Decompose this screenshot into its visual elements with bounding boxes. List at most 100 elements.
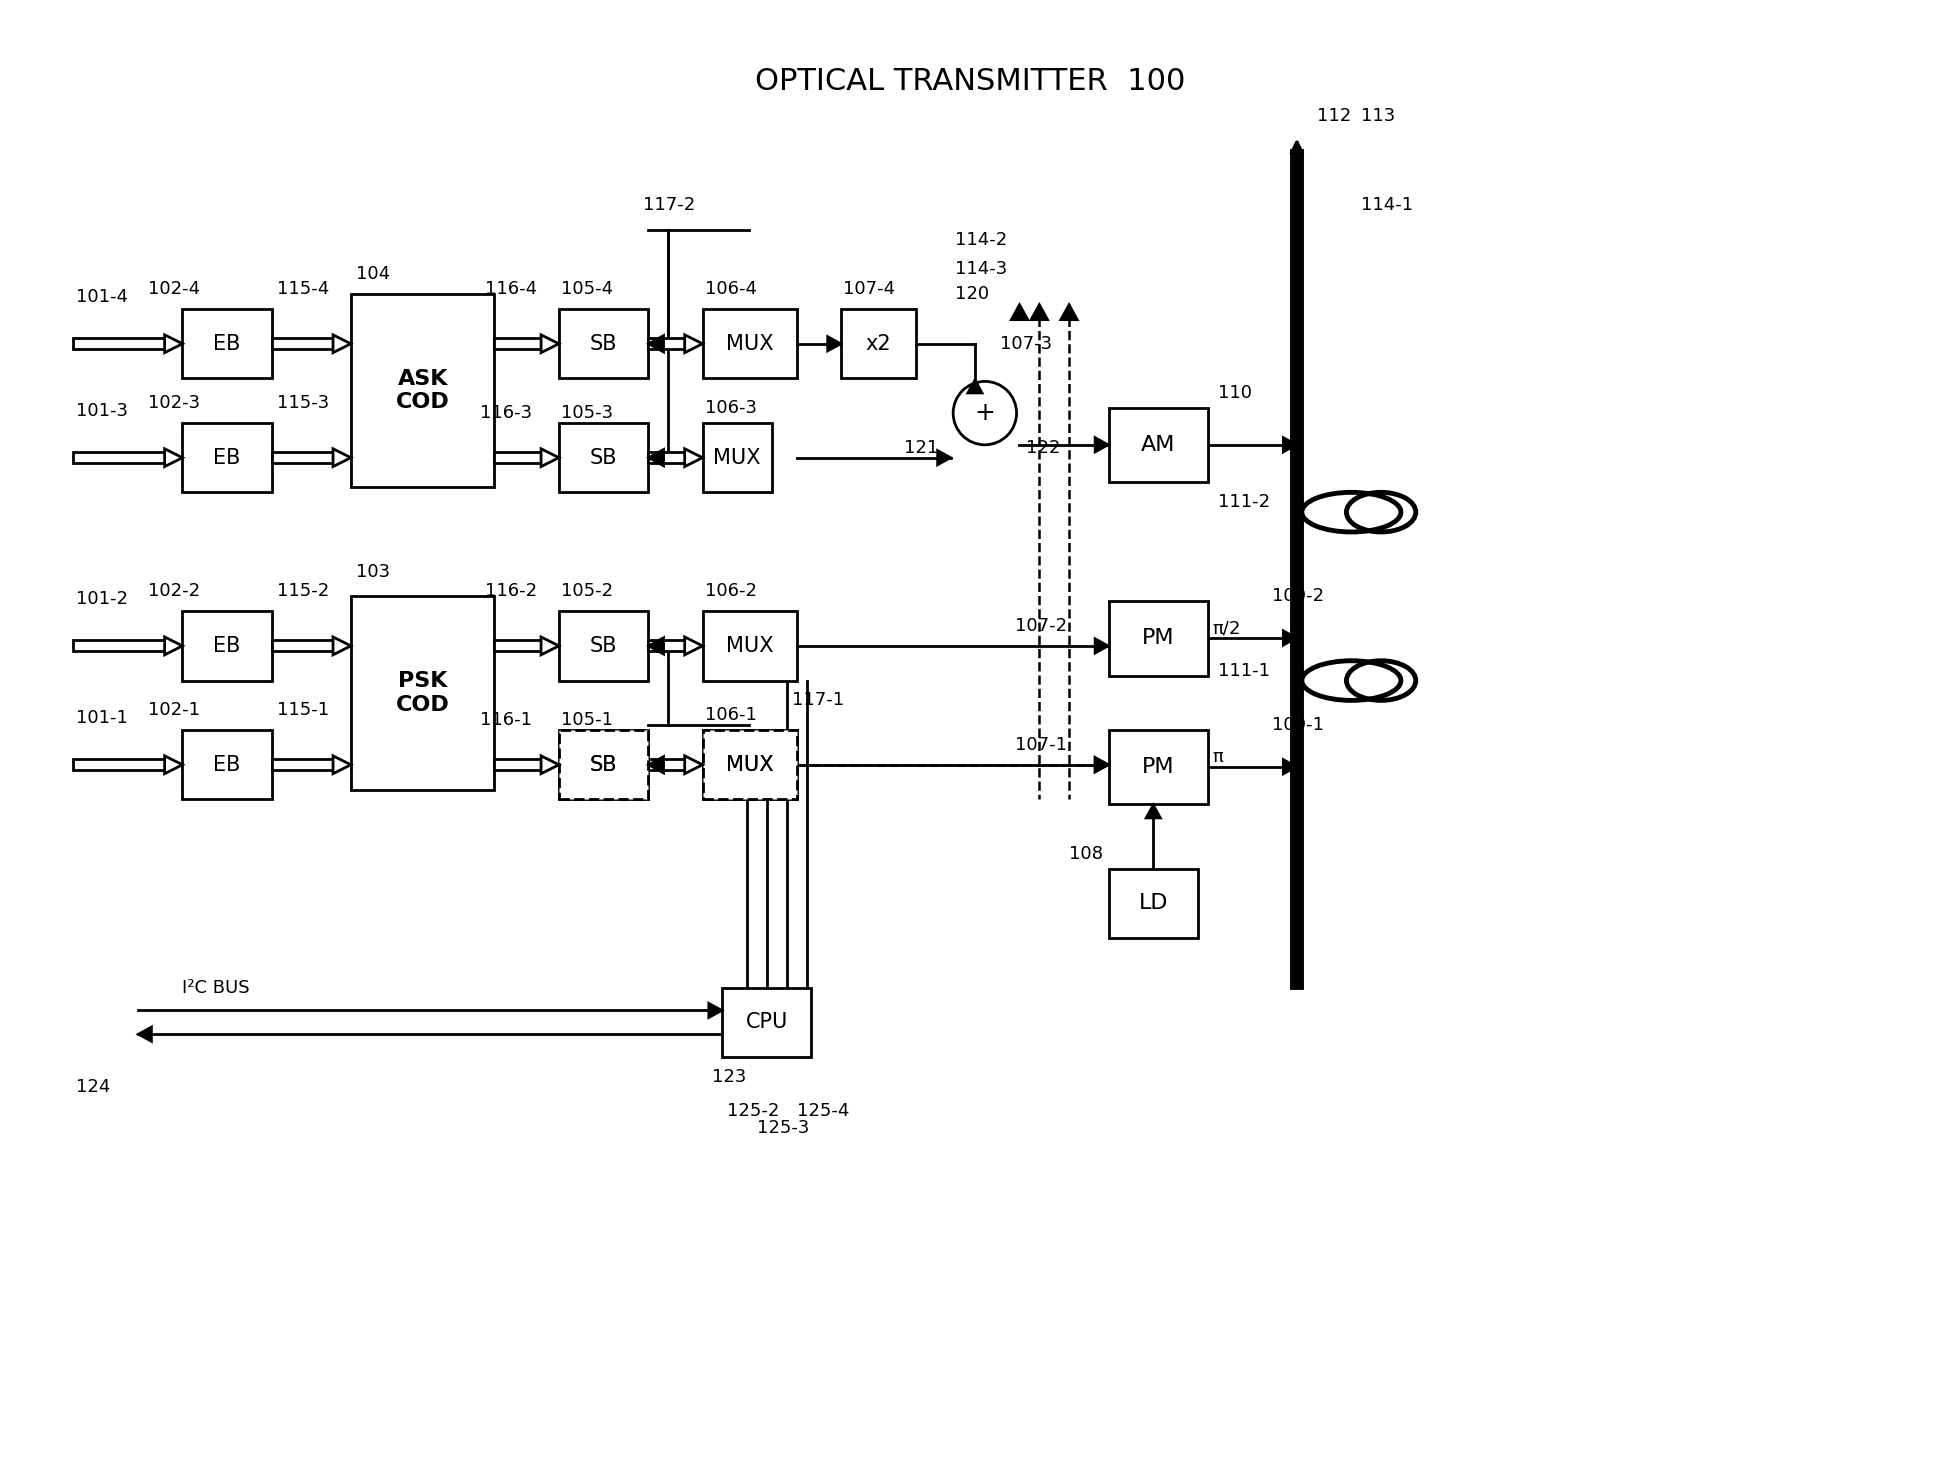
Bar bbox=[1109, 601, 1208, 675]
Text: π/2: π/2 bbox=[1212, 619, 1241, 636]
Text: 105-1: 105-1 bbox=[560, 712, 613, 730]
Text: MUX: MUX bbox=[725, 334, 774, 354]
Text: 101-1: 101-1 bbox=[76, 709, 128, 727]
Polygon shape bbox=[648, 448, 663, 466]
Polygon shape bbox=[684, 334, 702, 352]
Bar bbox=[351, 596, 494, 789]
Polygon shape bbox=[165, 448, 182, 466]
Polygon shape bbox=[1061, 303, 1078, 320]
Polygon shape bbox=[1284, 630, 1297, 645]
Polygon shape bbox=[648, 756, 663, 774]
Text: SB: SB bbox=[589, 334, 617, 354]
Bar bbox=[74, 641, 165, 651]
Text: 102-3: 102-3 bbox=[147, 394, 200, 413]
Text: 101-3: 101-3 bbox=[76, 403, 128, 420]
Bar bbox=[182, 309, 271, 379]
Polygon shape bbox=[648, 334, 663, 352]
Text: EB: EB bbox=[213, 636, 240, 656]
Text: MUX: MUX bbox=[725, 636, 774, 656]
Polygon shape bbox=[334, 756, 351, 774]
Text: +: + bbox=[975, 401, 995, 425]
Bar bbox=[702, 730, 797, 799]
Text: 115-1: 115-1 bbox=[277, 702, 330, 719]
Bar bbox=[1109, 730, 1208, 805]
Text: MUX: MUX bbox=[714, 447, 760, 468]
Text: 115-4: 115-4 bbox=[277, 280, 330, 299]
Text: 117-1: 117-1 bbox=[791, 691, 843, 709]
Bar bbox=[271, 339, 334, 349]
Polygon shape bbox=[1284, 759, 1297, 774]
Text: SB: SB bbox=[589, 755, 617, 774]
Text: 116-3: 116-3 bbox=[479, 404, 531, 422]
Text: 102-1: 102-1 bbox=[147, 702, 200, 719]
Bar bbox=[182, 730, 271, 799]
Bar bbox=[558, 730, 648, 799]
Polygon shape bbox=[684, 756, 702, 774]
Polygon shape bbox=[334, 448, 351, 466]
Bar bbox=[842, 309, 915, 379]
Text: 122: 122 bbox=[1026, 438, 1061, 457]
Text: 107-2: 107-2 bbox=[1014, 617, 1066, 635]
Text: 120: 120 bbox=[956, 286, 989, 303]
Bar bbox=[351, 295, 494, 487]
Polygon shape bbox=[1146, 805, 1161, 818]
Bar bbox=[182, 423, 271, 493]
Polygon shape bbox=[1096, 437, 1109, 453]
Bar bbox=[648, 453, 684, 463]
Polygon shape bbox=[1284, 437, 1297, 453]
Text: MUX: MUX bbox=[725, 755, 774, 774]
Text: 106-2: 106-2 bbox=[704, 583, 756, 601]
Text: EB: EB bbox=[213, 447, 240, 468]
Bar bbox=[494, 641, 541, 651]
Bar bbox=[1109, 408, 1208, 482]
Text: 114-2: 114-2 bbox=[956, 231, 1008, 249]
Text: 111-1: 111-1 bbox=[1218, 662, 1270, 679]
Polygon shape bbox=[541, 756, 558, 774]
Text: MUX: MUX bbox=[725, 755, 774, 774]
Text: 106-1: 106-1 bbox=[704, 706, 756, 724]
Polygon shape bbox=[708, 1003, 723, 1018]
Text: 109-2: 109-2 bbox=[1272, 588, 1324, 605]
Text: OPTICAL TRANSMITTER  100: OPTICAL TRANSMITTER 100 bbox=[754, 67, 1185, 96]
Polygon shape bbox=[648, 638, 663, 654]
Text: 116-4: 116-4 bbox=[485, 280, 537, 299]
Bar bbox=[74, 453, 165, 463]
Text: 125-2: 125-2 bbox=[727, 1103, 779, 1120]
Polygon shape bbox=[1096, 638, 1109, 654]
Text: 106-4: 106-4 bbox=[704, 280, 756, 299]
Text: 105-3: 105-3 bbox=[560, 404, 613, 422]
Polygon shape bbox=[1032, 303, 1049, 320]
Bar bbox=[702, 423, 772, 493]
Polygon shape bbox=[968, 379, 983, 394]
Text: EB: EB bbox=[213, 755, 240, 774]
Text: EB: EB bbox=[213, 334, 240, 354]
Text: 105-2: 105-2 bbox=[560, 583, 613, 601]
Polygon shape bbox=[541, 636, 558, 654]
Text: 111-2: 111-2 bbox=[1218, 493, 1270, 511]
Polygon shape bbox=[334, 334, 351, 352]
Text: 107-1: 107-1 bbox=[1014, 736, 1066, 753]
Bar bbox=[558, 611, 648, 681]
Bar bbox=[558, 730, 648, 799]
Text: x2: x2 bbox=[865, 334, 892, 354]
Text: 108: 108 bbox=[1068, 845, 1103, 863]
Polygon shape bbox=[1010, 303, 1028, 320]
Polygon shape bbox=[165, 636, 182, 654]
Text: π: π bbox=[1212, 747, 1224, 765]
Text: 101-4: 101-4 bbox=[76, 289, 128, 306]
Text: 103: 103 bbox=[357, 562, 390, 580]
Polygon shape bbox=[937, 450, 952, 465]
Text: 115-2: 115-2 bbox=[277, 583, 330, 601]
Polygon shape bbox=[828, 336, 842, 351]
Text: 124: 124 bbox=[76, 1077, 111, 1095]
Text: SB: SB bbox=[589, 447, 617, 468]
Bar bbox=[271, 641, 334, 651]
Text: 101-2: 101-2 bbox=[76, 591, 128, 608]
Polygon shape bbox=[1096, 758, 1109, 773]
Polygon shape bbox=[165, 756, 182, 774]
Text: 107-3: 107-3 bbox=[1001, 334, 1051, 352]
Bar bbox=[558, 309, 648, 379]
Text: PSK
COD: PSK COD bbox=[396, 672, 450, 715]
Text: 107-4: 107-4 bbox=[843, 280, 896, 299]
Text: CPU: CPU bbox=[747, 1012, 787, 1033]
